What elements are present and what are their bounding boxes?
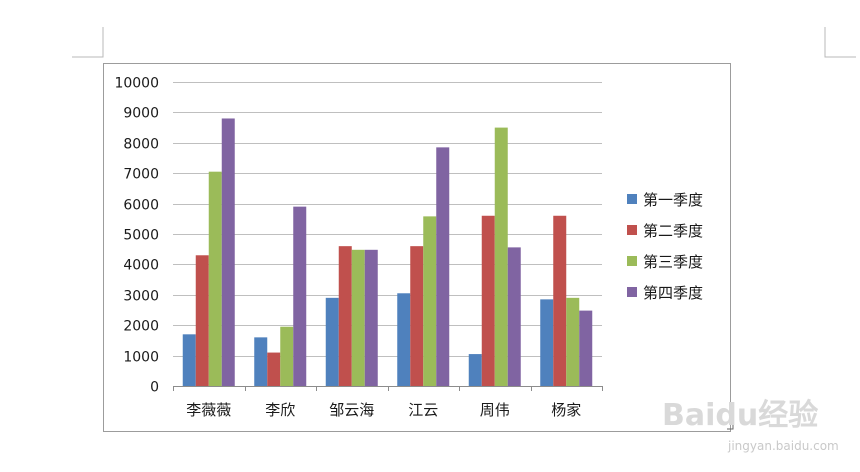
bars <box>182 118 593 386</box>
x-tick-label: 李欣 <box>265 401 295 419</box>
x-axis-ticks: 李薇薇 李欣 邹云海 江云 周伟 杨家 <box>186 401 581 419</box>
bar <box>267 352 281 386</box>
legend-label: 第三季度 <box>643 253 703 271</box>
bar <box>410 246 424 386</box>
bar <box>507 247 521 386</box>
legend-label: 第一季度 <box>643 191 703 209</box>
bar <box>338 246 352 386</box>
legend-swatch <box>627 256 637 266</box>
legend-label: 第二季度 <box>643 222 703 240</box>
x-tick-label: 邹云海 <box>329 401 374 419</box>
legend-label: 第四季度 <box>643 284 703 302</box>
resize-handle-icon[interactable] <box>727 423 734 430</box>
bar <box>351 249 365 386</box>
y-tick-label: 0 <box>150 380 159 396</box>
legend-swatch <box>627 194 637 204</box>
bar <box>579 310 593 386</box>
legend-swatch <box>627 287 637 297</box>
y-tick-label: 7000 <box>123 167 159 183</box>
y-tick-label: 8000 <box>123 137 159 153</box>
bar <box>182 334 196 386</box>
watermark: Baidu经验 jingyan.baidu.com <box>662 398 839 453</box>
y-tick-label: 6000 <box>123 198 159 214</box>
x-tick-label: 杨家 <box>551 401 581 419</box>
x-tick-label: 李薇薇 <box>186 401 231 419</box>
bar <box>221 118 235 386</box>
bar <box>553 215 567 386</box>
bar <box>494 127 508 386</box>
bar <box>364 249 378 386</box>
bar <box>468 354 482 386</box>
bar <box>566 297 580 386</box>
y-tick-label: 3000 <box>123 289 159 305</box>
x-tick-label: 周伟 <box>480 401 510 419</box>
bar <box>423 216 437 386</box>
y-tick-label: 4000 <box>123 258 159 274</box>
legend-swatch <box>627 225 637 235</box>
bar <box>325 297 339 386</box>
bar <box>436 147 450 386</box>
bar <box>208 171 222 386</box>
bar <box>293 206 307 386</box>
y-tick-label: 5000 <box>123 228 159 244</box>
x-axis <box>173 386 603 391</box>
y-tick-label: 2000 <box>123 319 159 335</box>
page-corner-marks <box>72 27 856 58</box>
bar <box>280 326 294 386</box>
bar <box>540 299 554 386</box>
x-tick-label: 江云 <box>408 401 438 419</box>
watermark-logo-text: Baidu经验 <box>662 398 818 433</box>
y-tick-label: 10000 <box>114 76 159 92</box>
y-tick-label: 9000 <box>123 106 159 122</box>
bar <box>195 255 209 386</box>
watermark-url: jingyan.baidu.com <box>727 439 839 453</box>
bar <box>254 337 268 386</box>
y-tick-label: 1000 <box>123 350 159 366</box>
y-axis-ticks: 0 1000 2000 3000 4000 5000 6000 7000 8000 9000 100… <box>114 76 159 396</box>
bar <box>481 215 495 386</box>
bar <box>397 293 411 386</box>
